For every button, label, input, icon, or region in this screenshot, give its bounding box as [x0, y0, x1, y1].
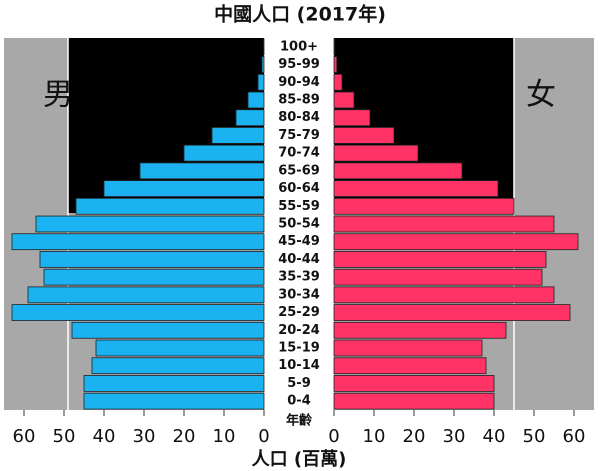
bar — [333, 357, 487, 375]
bar — [83, 375, 265, 392]
bar — [333, 392, 495, 410]
x-tick-label: 20 — [173, 426, 196, 447]
x-axis-label: 人口 (百萬) — [252, 449, 347, 470]
x-tick-label: 30 — [133, 426, 156, 447]
y-tick-label: 15-19 — [278, 341, 320, 356]
bar — [43, 268, 265, 286]
y-tick-label: 95-99 — [278, 57, 320, 72]
x-tick-label: 40 — [93, 426, 116, 447]
x-tick-label: 50 — [523, 426, 546, 447]
y-tick-label: 80-84 — [278, 110, 320, 125]
x-tick-label: 10 — [363, 426, 386, 447]
bar — [183, 144, 265, 162]
bar — [333, 73, 343, 91]
bar — [247, 91, 265, 109]
x-tick-label: 10 — [213, 426, 236, 447]
bar — [333, 109, 371, 127]
bar — [257, 73, 265, 91]
y-tick-label: 35-39 — [278, 270, 320, 285]
bar — [83, 392, 265, 410]
bar — [333, 38, 336, 56]
bar — [333, 144, 419, 162]
y-axis-label: 年齡 — [286, 413, 312, 429]
y-tick-label: 85-89 — [278, 93, 320, 108]
bar — [333, 375, 495, 392]
y-tick-label: 25-29 — [278, 305, 320, 320]
bar — [333, 91, 355, 109]
y-tick-label: 90-94 — [278, 75, 320, 90]
bar — [333, 286, 555, 304]
bar — [35, 215, 265, 233]
bar — [211, 127, 265, 144]
bar — [11, 233, 265, 251]
legend-label: 男 — [43, 78, 73, 113]
bar — [95, 339, 265, 357]
y-tick-label: 65-69 — [278, 163, 320, 178]
bar — [333, 127, 395, 144]
bar — [235, 109, 265, 127]
bar — [333, 215, 555, 233]
legend-label: 女 — [526, 78, 556, 113]
bar — [91, 357, 265, 375]
bar — [75, 197, 265, 215]
y-tick-label: 10-14 — [278, 358, 320, 373]
bar — [333, 339, 483, 357]
bar — [11, 304, 265, 321]
chart-title: 中國人口 (2017年) — [214, 3, 386, 26]
y-tick-label: 70-74 — [278, 146, 320, 161]
bar — [39, 251, 265, 268]
bar — [333, 56, 338, 73]
bar — [71, 321, 265, 339]
y-tick-label: 75-79 — [278, 128, 320, 143]
bar — [261, 56, 265, 73]
bar — [333, 304, 571, 321]
bar — [103, 180, 265, 197]
bar — [333, 251, 547, 268]
bar — [333, 180, 499, 197]
y-tick-label: 20-24 — [278, 323, 320, 338]
bar — [333, 233, 579, 251]
x-tick-label: 50 — [53, 426, 76, 447]
y-tick-label: 40-44 — [278, 252, 320, 267]
x-tick-label: 20 — [403, 426, 426, 447]
y-tick-label: 30-34 — [278, 287, 320, 302]
y-tick-label: 60-64 — [278, 181, 320, 196]
y-tick-label: 100+ — [280, 39, 318, 54]
y-tick-label: 55-59 — [278, 199, 320, 214]
x-tick-label: 40 — [483, 426, 506, 447]
bar — [139, 162, 265, 180]
x-tick-label: 30 — [443, 426, 466, 447]
bar — [27, 286, 265, 304]
y-tick-label: 0-4 — [287, 394, 311, 409]
bar — [333, 268, 543, 286]
x-tick-label: 60 — [13, 426, 36, 447]
bar — [333, 197, 515, 215]
x-tick-label: 0 — [258, 426, 269, 447]
bar — [333, 162, 463, 180]
y-tick-label: 50-54 — [278, 217, 320, 232]
y-tick-label: 5-9 — [287, 376, 311, 391]
x-tick-label: 0 — [328, 426, 339, 447]
bar — [333, 321, 507, 339]
y-tick-label: 45-49 — [278, 234, 320, 249]
x-tick-label: 60 — [563, 426, 586, 447]
